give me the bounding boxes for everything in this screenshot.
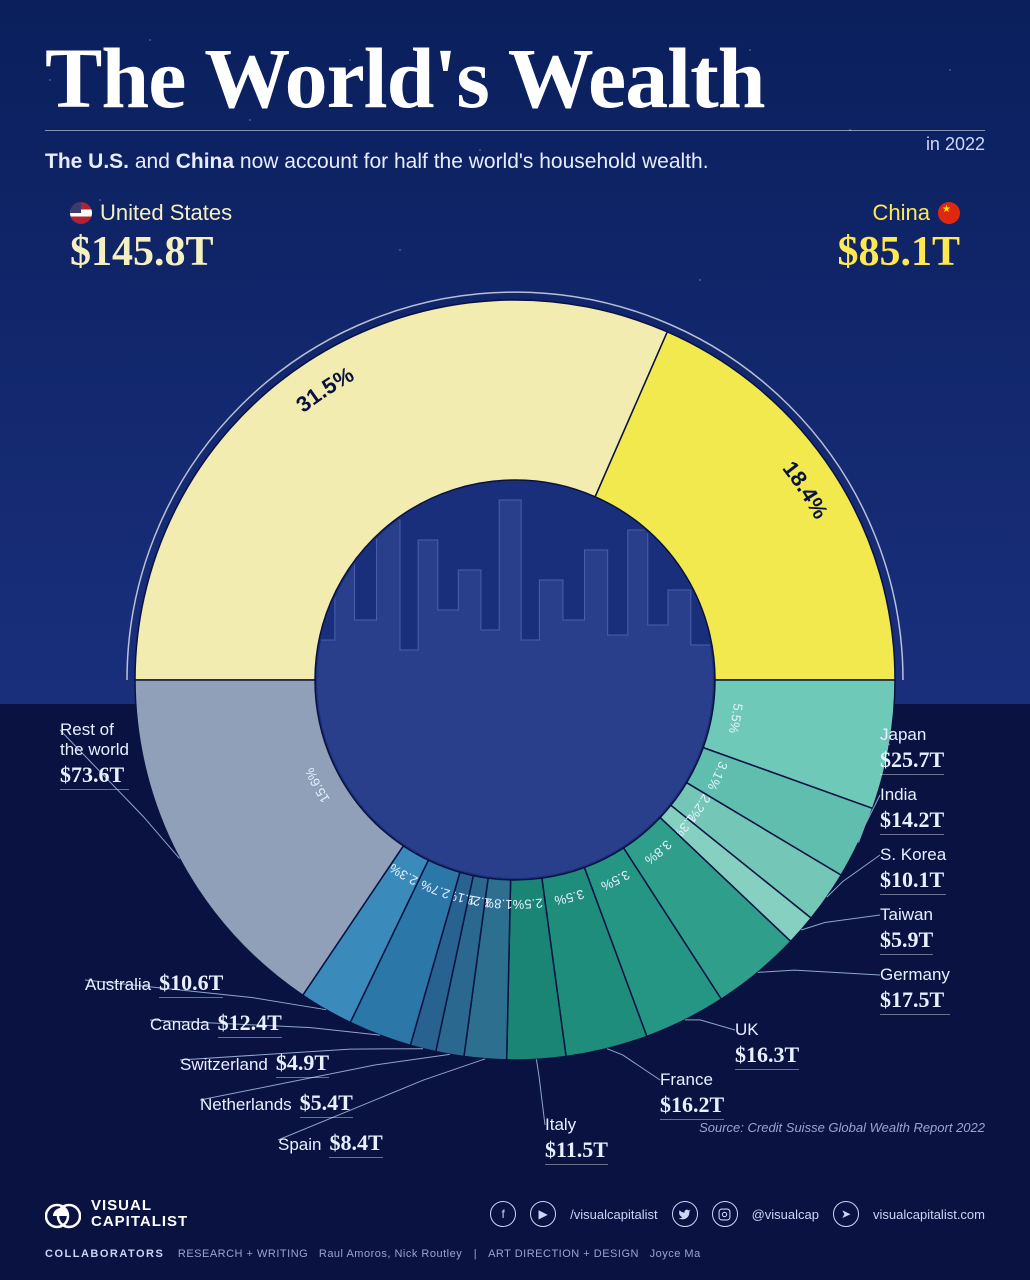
label-india: India$14.2T (880, 785, 944, 835)
pct-label: 2.5% (512, 895, 543, 912)
callout-us-name: United States (100, 200, 232, 226)
footer: VISUALCAPITALIST f ▶ /visualcapitalist @… (0, 1171, 1030, 1280)
label-country: Australia (85, 975, 151, 995)
instagram-icon[interactable] (712, 1201, 738, 1227)
label-value: $10.1T (880, 867, 946, 895)
brand-block: VISUALCAPITALIST (45, 1196, 188, 1232)
label-value: $14.2T (880, 807, 944, 835)
label-value: $16.2T (660, 1092, 724, 1120)
label-value: $4.9T (276, 1050, 329, 1078)
callout-us-value: $145.8T (70, 228, 232, 276)
label-country: S. Korea (880, 845, 946, 865)
label-value: $5.9T (880, 927, 933, 955)
brand-logo-icon (45, 1196, 81, 1232)
year-label: in 2022 (926, 134, 985, 155)
social-handle-1: /visualcapitalist (570, 1207, 657, 1222)
social-handle-2: @visualcap (752, 1207, 819, 1222)
label-country: UK (735, 1020, 799, 1040)
label-australia: Australia $10.6T (85, 970, 223, 998)
subtitle: The U.S. and China now account for half … (45, 150, 709, 174)
label-value: $25.7T (880, 747, 944, 775)
us-flag-icon (70, 202, 92, 224)
label-value: $17.5T (880, 987, 950, 1015)
label-country: Rest ofthe world (60, 720, 129, 760)
label-rest-of-the-world: Rest ofthe world$73.6T (60, 720, 129, 790)
label-switzerland: Switzerland $4.9T (180, 1050, 329, 1078)
callout-us: United States $145.8T (70, 200, 232, 276)
label-value: $12.4T (218, 1010, 282, 1038)
callout-cn-value: $85.1T (837, 228, 960, 276)
social-links: f ▶ /visualcapitalist @visualcap ➤ visua… (490, 1201, 985, 1227)
twitter-icon[interactable] (672, 1201, 698, 1227)
label-france: France$16.2T (660, 1070, 724, 1120)
donut-chart: 31.5%18.4%5.5%3.1%2.2%1.3%3.8%3.5%3.5%2.… (115, 280, 915, 1080)
label-value: $5.4T (300, 1090, 353, 1118)
label-country: Taiwan (880, 905, 933, 925)
label-country: Spain (278, 1135, 321, 1155)
label-netherlands: Netherlands $5.4T (200, 1090, 353, 1118)
label-spain: Spain $8.4T (278, 1130, 383, 1158)
label-taiwan: Taiwan$5.9T (880, 905, 933, 955)
label-country: France (660, 1070, 724, 1090)
collaborators-line: COLLABORATORS RESEARCH + WRITING Raul Am… (45, 1248, 985, 1260)
label-japan: Japan$25.7T (880, 725, 944, 775)
label-country: Japan (880, 725, 944, 745)
label-country: Germany (880, 965, 950, 985)
facebook-icon[interactable]: f (490, 1201, 516, 1227)
label-country: Italy (545, 1115, 608, 1135)
cursor-icon[interactable]: ➤ (833, 1201, 859, 1227)
label-value: $16.3T (735, 1042, 799, 1070)
brand-name: VISUALCAPITALIST (91, 1198, 188, 1230)
label-germany: Germany$17.5T (880, 965, 950, 1015)
label-uk: UK$16.3T (735, 1020, 799, 1070)
china-flag-icon (938, 202, 960, 224)
social-site: visualcapitalist.com (873, 1207, 985, 1222)
label-country: Canada (150, 1015, 210, 1035)
source-text: Source: Credit Suisse Global Wealth Repo… (699, 1120, 985, 1135)
youtube-icon[interactable]: ▶ (530, 1201, 556, 1227)
label-country: Netherlands (200, 1095, 292, 1115)
label-s-korea: S. Korea$10.1T (880, 845, 946, 895)
label-value: $10.6T (159, 970, 223, 998)
label-italy: Italy$11.5T (545, 1115, 608, 1165)
title-rule (45, 130, 985, 131)
page-title: The World's Wealth (45, 35, 765, 121)
callout-china: China $85.1T (837, 200, 960, 276)
label-country: Switzerland (180, 1055, 268, 1075)
label-value: $11.5T (545, 1137, 608, 1165)
callout-cn-name: China (873, 200, 930, 226)
label-canada: Canada $12.4T (150, 1010, 282, 1038)
label-country: India (880, 785, 944, 805)
label-value: $73.6T (60, 762, 129, 790)
label-value: $8.4T (329, 1130, 382, 1158)
